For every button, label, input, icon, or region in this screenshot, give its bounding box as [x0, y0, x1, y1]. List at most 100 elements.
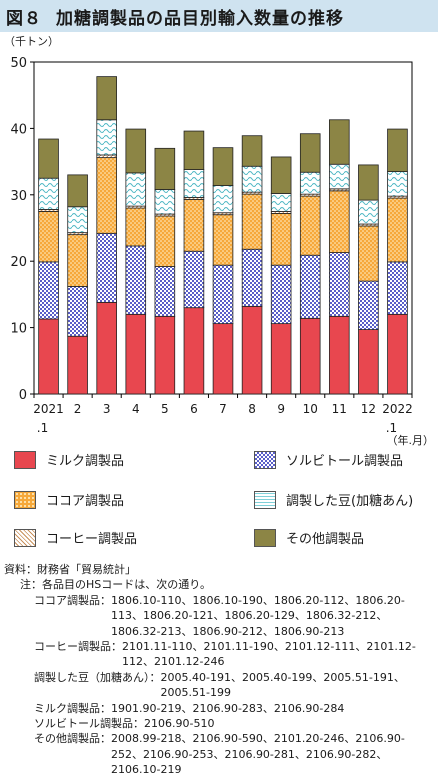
bar-segment — [96, 119, 117, 156]
x-tick-label: 10 — [303, 402, 318, 416]
hs-item-label: ココア調製品： — [34, 593, 111, 607]
bar-segment — [212, 147, 234, 186]
hs-item-codes: 2008.99-218、2106.90-590、2101.20-246、2106… — [111, 732, 405, 777]
legend-item-beans: 調製した豆(加糖あん) — [254, 490, 413, 509]
legend-item-milk: ミルク調製品 — [14, 450, 124, 469]
bar-segment — [241, 165, 263, 193]
legend-label: 調製した豆(加糖あん) — [286, 494, 414, 509]
bar-segment — [183, 250, 205, 309]
bar-segment — [125, 207, 147, 247]
bar-segment — [125, 172, 147, 207]
bar-segment — [241, 135, 263, 167]
hs-note: 注：各品目のHSコードは、次の通り。 — [20, 578, 212, 592]
bar-segment — [125, 128, 147, 174]
legend-swatch-coffee — [14, 528, 36, 547]
bar-segment — [183, 169, 205, 198]
hs-item-label: 調製した豆（加糖あん）： — [34, 670, 161, 684]
legend-swatch-sorbitol — [254, 450, 276, 469]
figure-title: 加糖調製品の品目別輸入数量の推移 — [56, 8, 344, 29]
bar-segment — [329, 190, 350, 253]
x-tick-label: .1 — [37, 421, 48, 435]
bar-segment — [270, 193, 292, 212]
source-note: 資料：財務省「貿易統計」 — [4, 563, 136, 576]
y-tick-label: 0 — [19, 388, 27, 403]
legend-item-sorbitol: ソルビトール調製品 — [254, 450, 403, 469]
bar-segment — [212, 323, 234, 395]
bar-segment — [38, 210, 59, 263]
bar-segment — [387, 313, 408, 395]
hs-item-label: ミルク調製品： — [34, 701, 111, 715]
bar-segment — [212, 214, 234, 266]
x-tick-label: .1 — [386, 421, 397, 435]
x-tick-label: 2 — [74, 402, 82, 416]
bar-segment — [270, 156, 292, 194]
bar-segment — [154, 315, 176, 395]
legend-item-other: その他調製品 — [254, 528, 364, 547]
hs-code-list: ココア調製品： 1806.10-110、1806.10-190、1806.20-1… — [4, 593, 436, 778]
bar-segment — [38, 261, 59, 320]
notes-block: 資料：財務省「貿易統計」 注：各品目のHSコードは、次の通り。 ココア調製品： 1… — [4, 562, 436, 778]
y-tick-label: 20 — [10, 255, 27, 270]
legend-item-cocoa: ココア調製品 — [14, 490, 124, 509]
legend-label: ココア調製品 — [46, 494, 125, 509]
x-tick-label: 5 — [161, 402, 169, 416]
bar-segment — [241, 193, 263, 250]
bar-segment — [125, 245, 147, 315]
bar-segment — [38, 318, 59, 395]
x-tick-label: 6 — [190, 402, 198, 416]
bar-segment — [96, 301, 117, 395]
bar-segment — [299, 317, 321, 395]
bar-segment — [67, 174, 88, 208]
hs-code-row: その他調製品： 2008.99-218、2106.90-590、2101.20-2… — [4, 731, 436, 777]
y-tick-label: 50 — [10, 56, 27, 71]
bar-segment — [67, 206, 88, 234]
x-tick-label: 2022 — [382, 402, 413, 416]
legend-item-coffee: コーヒー調製品 — [14, 528, 137, 547]
legend-swatch-cocoa — [14, 490, 36, 509]
bar-segment — [299, 254, 321, 319]
bar-segment — [96, 232, 117, 303]
bar-segment — [154, 147, 176, 190]
bar-segment — [154, 266, 176, 317]
hs-code-row: ココア調製品： 1806.10-110、1806.10-190、1806.20-1… — [4, 593, 436, 639]
hs-item-codes: 2106.90-510 — [144, 717, 215, 731]
hs-item-codes: 1806.10-110、1806.10-190、1806.20-112、1806… — [111, 593, 405, 638]
hs-item-label: コーヒー調製品： — [34, 640, 122, 654]
legend-label: その他調製品 — [286, 532, 365, 547]
bar-segment — [96, 76, 117, 121]
bar-segment — [212, 264, 234, 325]
bar-segment — [38, 177, 59, 210]
x-tick-label: 12 — [361, 402, 376, 416]
bar-segment — [299, 195, 321, 256]
bar-segment — [125, 313, 147, 395]
figure-number: 図８ — [6, 8, 42, 29]
bar-segment — [387, 197, 408, 263]
bar-segment — [358, 329, 379, 395]
bar-segment — [329, 119, 350, 165]
bar-segment — [241, 305, 263, 395]
hs-item-codes: 1901.90-219、2106.90-283、2106.90-284 — [111, 701, 345, 715]
bar-segment — [329, 315, 350, 395]
bar-segment — [358, 280, 379, 330]
bar-segment — [358, 164, 379, 201]
figure-title-bar: 図８ 加糖調製品の品目別輸入数量の推移 — [0, 0, 438, 32]
bar-segment — [387, 171, 408, 197]
bar-segment — [270, 264, 292, 325]
bar-segment — [329, 163, 350, 190]
x-tick-label: 4 — [132, 402, 140, 416]
hs-item-codes: 2005.40-191、2005.40-199、2005.51-191、2005… — [160, 670, 405, 700]
bar-segment — [154, 215, 176, 267]
bar-segment — [241, 248, 263, 307]
bar-segment — [67, 286, 88, 337]
hs-code-row: ミルク調製品： 1901.90-219、2106.90-283、2106.90-2… — [4, 701, 436, 716]
x-tick-label: 7 — [219, 402, 227, 416]
y-tick-label: 10 — [10, 322, 27, 337]
legend-swatch-other — [254, 528, 276, 547]
legend-label: ソルビトール調製品 — [286, 454, 404, 469]
legend-label: ミルク調製品 — [46, 454, 125, 469]
y-tick-label: 40 — [10, 122, 27, 137]
stacked-bar-chart: 0 10 20 30 40 50 （千トン） 2021 .1 2 3 4 5 6 7 8 9 10 11 12 2022… — [4, 35, 434, 447]
x-tick-label: 8 — [248, 402, 256, 416]
bar-segment — [96, 157, 117, 234]
hs-code-row: ソルビトール調製品： 2106.90-510 — [4, 716, 436, 731]
